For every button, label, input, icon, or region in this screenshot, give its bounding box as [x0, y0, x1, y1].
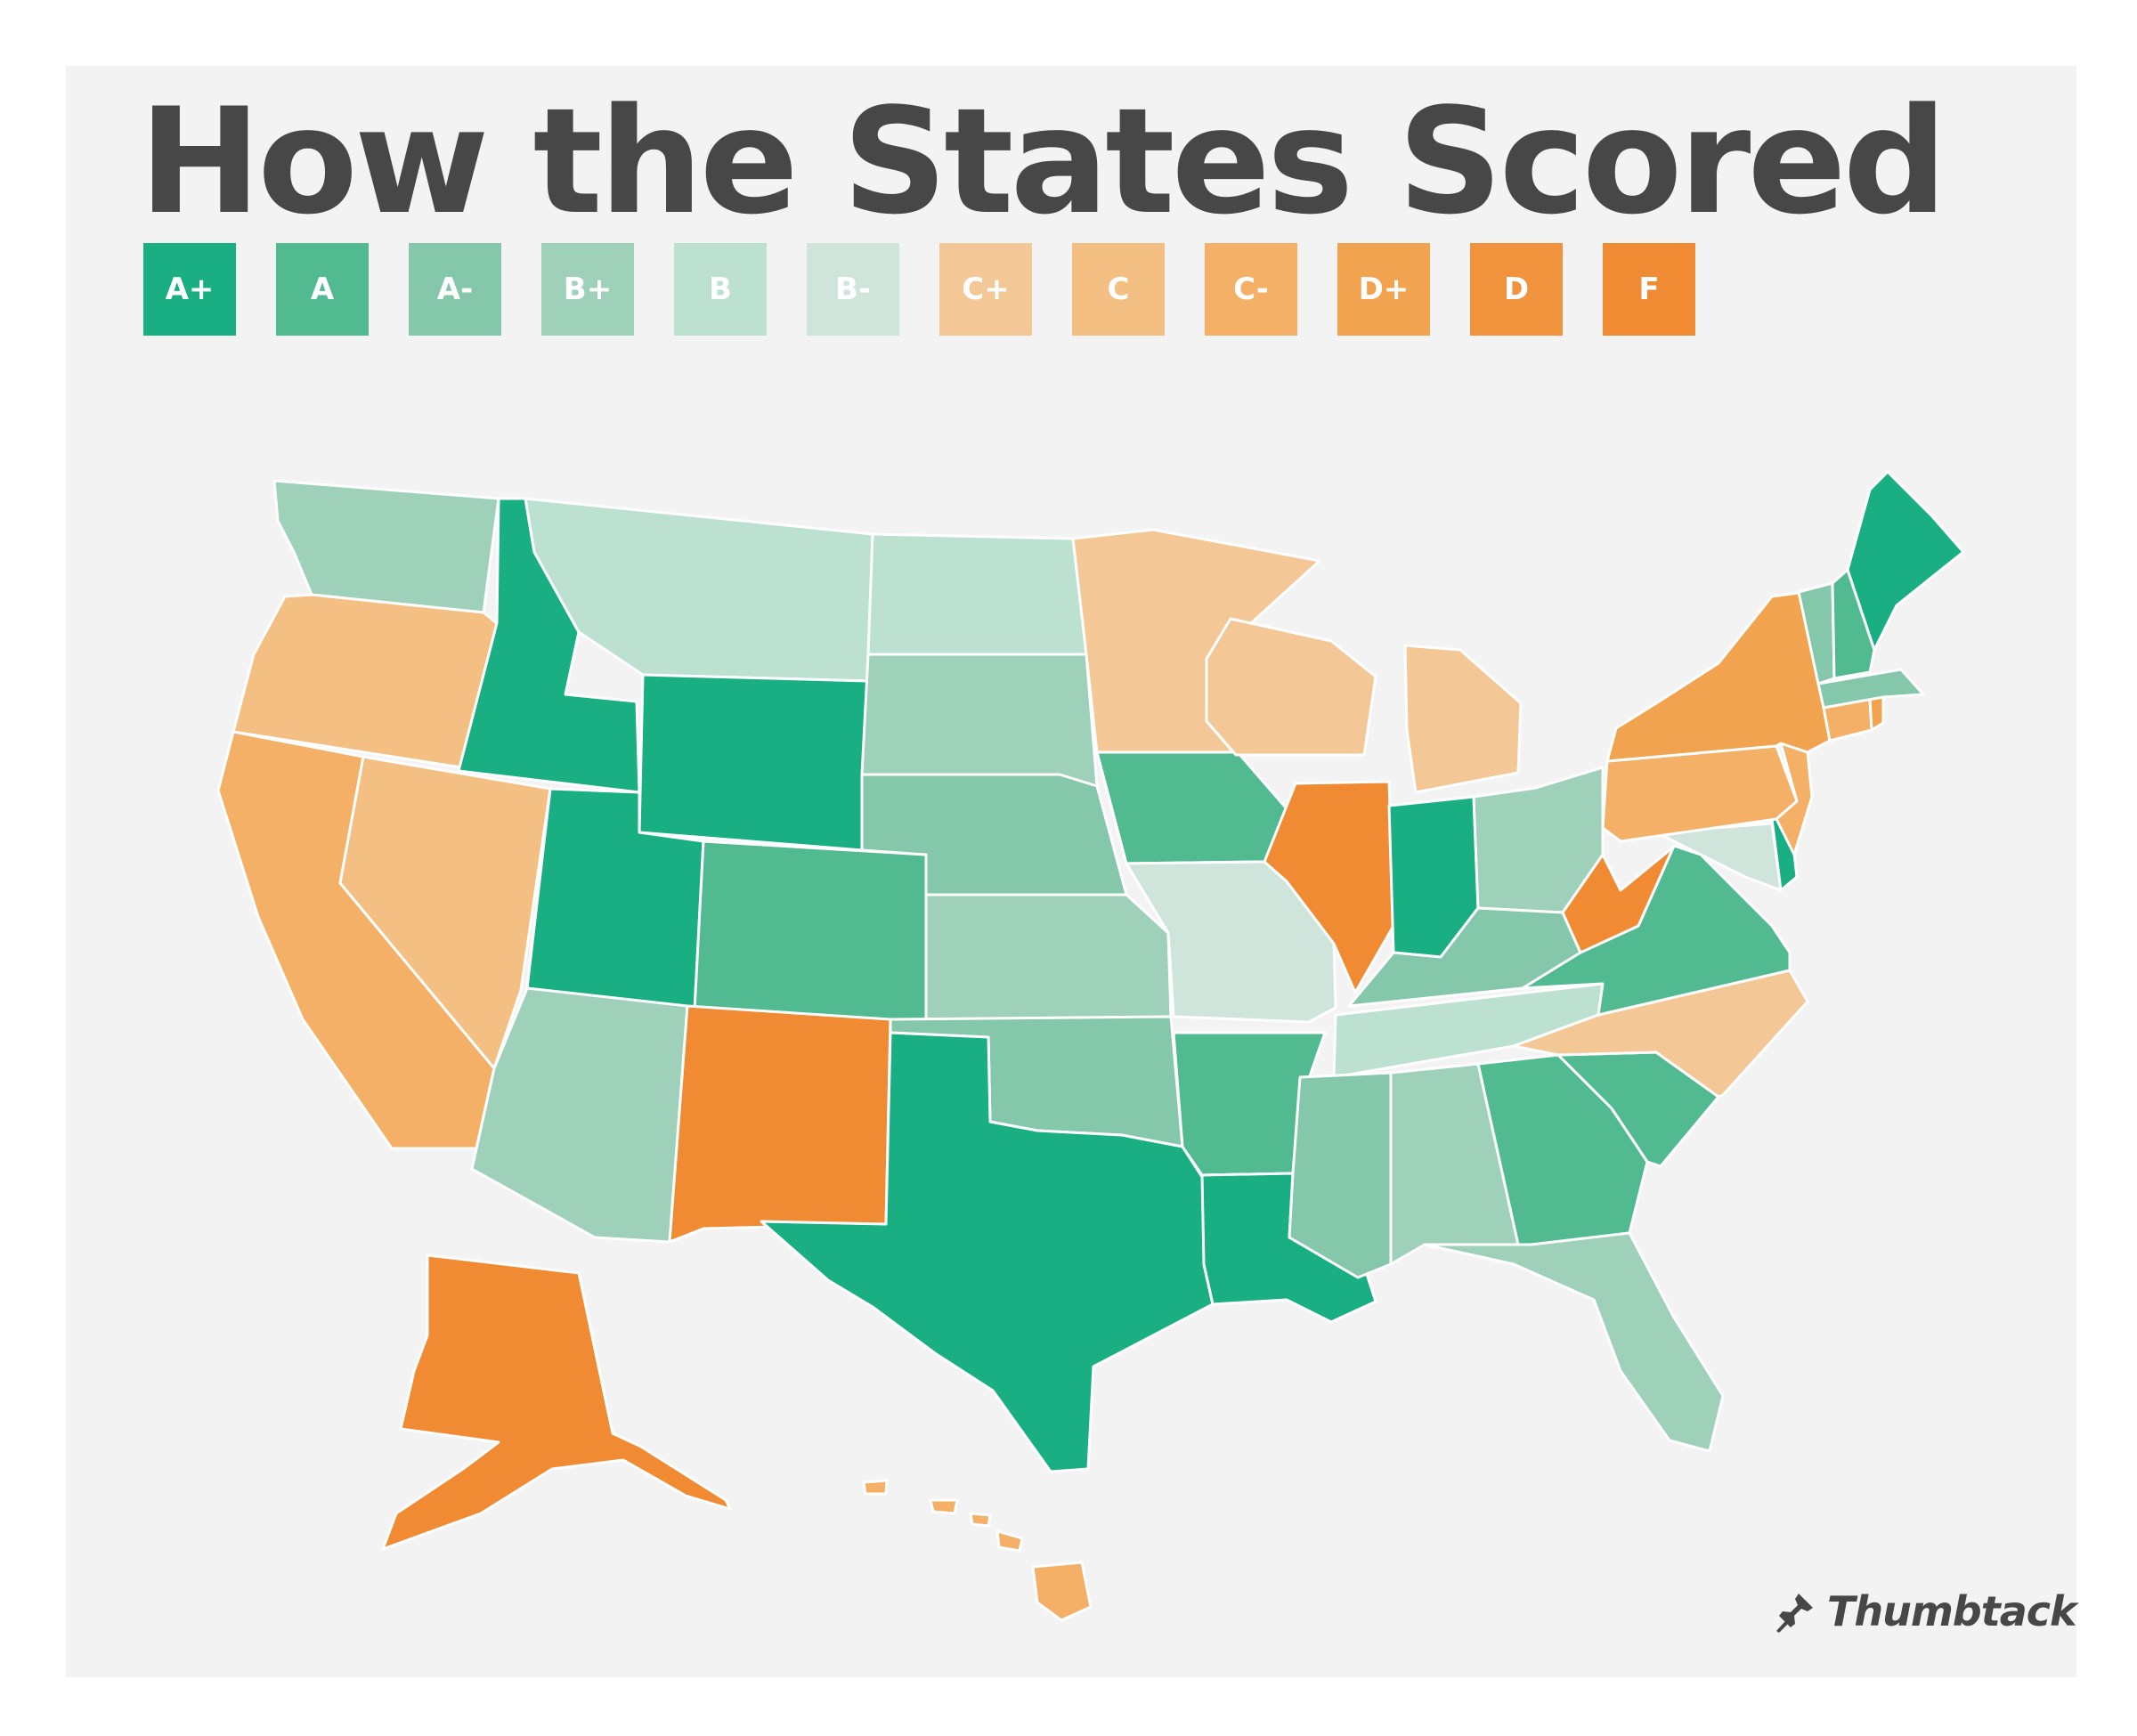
legend-swatch: B- [807, 243, 899, 336]
state-mi [1403, 644, 1523, 794]
legend-swatch: A+ [143, 243, 236, 336]
state-hi [969, 1512, 992, 1528]
state-md [1654, 822, 1783, 892]
state-wv [1561, 844, 1676, 954]
state-ny [1605, 590, 1832, 763]
state-sd [860, 653, 1099, 788]
state-wa [272, 479, 500, 614]
state-nv [338, 755, 552, 1070]
state-hi [995, 1529, 1024, 1553]
state-hi [862, 1479, 889, 1496]
state-or [232, 593, 499, 769]
state-me [1846, 470, 1965, 652]
state-hi [929, 1498, 959, 1515]
state-ri [1868, 695, 1885, 732]
state-nm [668, 1004, 892, 1244]
state-co [693, 840, 928, 1026]
legend-swatch: C+ [939, 243, 1032, 336]
legend-swatch: D [1470, 243, 1563, 336]
legend-swatch: A- [409, 243, 501, 336]
legend-swatch: B [674, 243, 767, 336]
state-ia [1095, 750, 1297, 865]
thumbtack-brand: Thumbtack [1772, 1585, 2077, 1638]
legend-swatch: C [1072, 243, 1165, 336]
legend-swatch: D+ [1337, 243, 1430, 336]
thumbtack-icon [1776, 1594, 1813, 1633]
legend-swatch: A [276, 243, 369, 336]
state-hi [1031, 1561, 1093, 1622]
legend-swatch: B+ [541, 243, 634, 336]
state-ak [381, 1253, 732, 1551]
state-mt [524, 497, 874, 683]
state-ma [1816, 668, 1925, 710]
state-nd [866, 532, 1088, 656]
legend-swatch: C- [1205, 243, 1297, 336]
state-ms [1288, 1071, 1393, 1279]
state-tx [760, 1031, 1215, 1473]
brand-name: Thumbtack [1827, 1587, 2077, 1635]
legend-swatch: F [1603, 243, 1695, 336]
state-fl [1423, 1231, 1725, 1453]
state-wi [1205, 617, 1377, 757]
state-ks [924, 893, 1173, 1026]
map-title: How the States Scored [139, 77, 1947, 247]
state-wy [638, 673, 870, 852]
state-nh [1831, 568, 1876, 680]
